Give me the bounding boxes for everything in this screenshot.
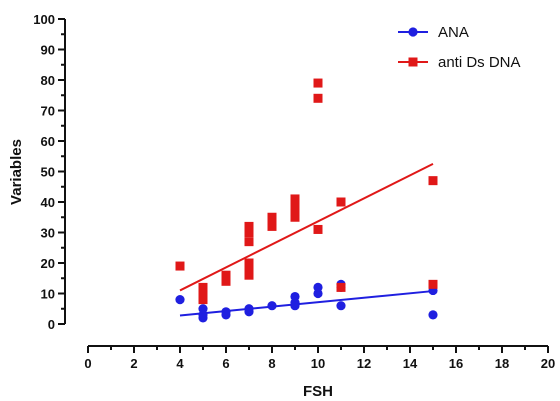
y-tick-label: 40 xyxy=(41,195,55,210)
x-tick-label: 6 xyxy=(222,356,229,371)
x-tick-label: 4 xyxy=(176,356,184,371)
data-point-square xyxy=(313,224,323,234)
data-point-square xyxy=(336,197,346,207)
data-point-circle xyxy=(175,295,185,305)
x-tick-label: 20 xyxy=(541,356,555,371)
data-point-square xyxy=(290,194,300,204)
data-point-square xyxy=(221,270,231,280)
x-axis-title: FSH xyxy=(303,383,333,400)
data-point-square xyxy=(313,78,323,88)
x-tick-label: 14 xyxy=(403,356,418,371)
y-axis-title: Variables xyxy=(8,139,25,205)
x-tick-label: 2 xyxy=(130,356,137,371)
x-tick-label: 0 xyxy=(84,356,91,371)
data-point-square xyxy=(244,221,254,231)
data-point-square xyxy=(244,258,254,268)
data-point-circle xyxy=(267,301,277,311)
data-point-circle xyxy=(244,304,254,314)
y-tick-label: 20 xyxy=(41,256,55,271)
y-tick-label: 50 xyxy=(41,165,55,180)
x-tick-label: 8 xyxy=(268,356,275,371)
data-point-square xyxy=(336,282,346,292)
data-point-circle xyxy=(428,310,438,320)
x-tick-label: 16 xyxy=(449,356,463,371)
data-point-circle xyxy=(336,301,346,311)
y-tick-label: 30 xyxy=(41,226,55,241)
trend-line xyxy=(179,162,434,292)
data-point-square xyxy=(198,295,208,305)
data-point-circle xyxy=(290,291,300,302)
data-point-circle xyxy=(313,282,323,292)
data-point-square xyxy=(198,289,208,298)
y-tick-label: 90 xyxy=(41,43,55,58)
x-tick-label: 10 xyxy=(311,356,325,371)
data-point-circle xyxy=(198,304,208,314)
legend-marker-square xyxy=(408,57,418,67)
data-point-square xyxy=(428,279,438,289)
y-tick-label: 60 xyxy=(41,134,55,149)
data-point-square xyxy=(244,228,254,237)
legend-label: anti Ds DNA xyxy=(438,54,521,71)
trend-line xyxy=(179,290,434,317)
legend-label: ANA xyxy=(438,24,469,41)
data-point-square xyxy=(290,206,300,216)
data-point-square xyxy=(428,176,438,186)
y-tick-label: 100 xyxy=(33,12,55,27)
data-point-square xyxy=(267,212,277,222)
data-point-square xyxy=(244,237,254,247)
legend-marker-circle xyxy=(408,27,418,37)
legend: ANA anti Ds DNA xyxy=(398,24,521,71)
y-tick-label: 0 xyxy=(48,317,55,332)
data-point-square xyxy=(290,200,300,210)
data-point-square xyxy=(175,261,185,271)
x-tick-label: 12 xyxy=(357,356,371,371)
data-point-square xyxy=(221,276,231,286)
data-point-square xyxy=(290,212,300,222)
data-point-square xyxy=(244,264,254,274)
y-tick-label: 70 xyxy=(41,104,55,119)
data-markers xyxy=(175,78,438,323)
y-tick-label: 10 xyxy=(41,287,55,302)
data-point-square xyxy=(267,221,277,231)
data-point-square xyxy=(244,270,254,280)
x-axis: 0 2 4 6 8 10 12 14 16 18 20 xyxy=(84,345,555,371)
data-point-square xyxy=(313,93,323,103)
trend-lines xyxy=(179,162,434,317)
y-tick-label: 80 xyxy=(41,73,55,88)
data-point-square xyxy=(198,282,208,292)
y-axis: 0 10 20 30 40 50 60 70 80 90 100 xyxy=(33,12,66,332)
x-tick-label: 18 xyxy=(495,356,509,371)
data-point-circle xyxy=(221,307,231,317)
